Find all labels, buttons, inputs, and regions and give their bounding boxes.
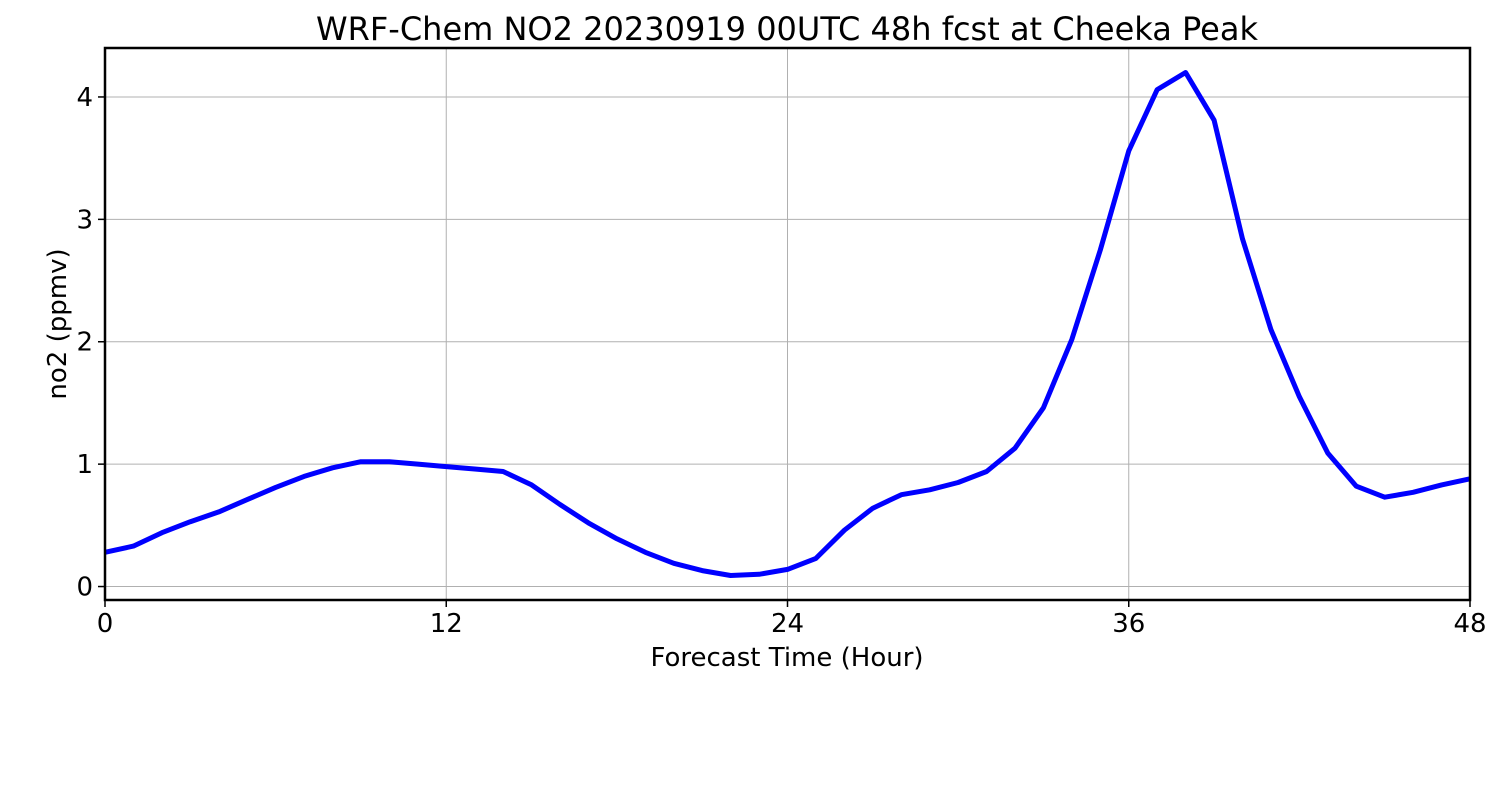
data-point: [1297, 394, 1302, 399]
data-point: [245, 497, 250, 502]
data-point: [1069, 337, 1074, 342]
data-point: [1411, 490, 1416, 495]
x-tick-label: 48: [1453, 609, 1486, 639]
series-line: [104, 70, 1471, 578]
data-point: [1354, 484, 1359, 489]
data-point: [529, 482, 534, 487]
data-point: [586, 520, 591, 525]
y-axis: 0 1 2 3 4: [76, 83, 105, 603]
data-point: [1212, 118, 1217, 123]
data-point: [870, 506, 875, 511]
data-point: [1325, 451, 1330, 456]
data-point: [1382, 495, 1387, 500]
data-point: [1041, 405, 1046, 410]
data-point: [956, 480, 961, 485]
data-point: [131, 544, 136, 549]
grid: [104, 48, 1471, 600]
data-point: [1126, 148, 1131, 153]
data-point: [1098, 248, 1103, 253]
data-point: [1268, 327, 1273, 332]
data-point: [216, 509, 221, 514]
data-point: [501, 469, 506, 474]
data-point: [785, 567, 790, 572]
data-point: [1155, 87, 1160, 92]
data-point: [728, 573, 733, 578]
y-axis-label: no2 (ppmv): [43, 248, 73, 399]
data-point: [842, 528, 847, 533]
data-point: [358, 459, 363, 464]
y-tick-label: 2: [76, 328, 93, 358]
y-tick-label: 3: [76, 205, 93, 235]
data-point: [700, 568, 705, 573]
x-tick-label: 12: [430, 609, 463, 639]
data-point: [1439, 482, 1444, 487]
data-point: [1183, 70, 1188, 75]
data-point: [899, 492, 904, 497]
data-point: [1013, 446, 1018, 451]
data-point: [188, 519, 193, 524]
x-tick-label: 24: [771, 609, 804, 639]
x-tick-label: 0: [97, 609, 114, 639]
chart-title: WRF-Chem NO2 20230919 00UTC 48h fcst at …: [316, 10, 1258, 48]
y-tick-label: 0: [76, 573, 93, 603]
y-tick-label: 1: [76, 450, 93, 480]
data-point: [330, 465, 335, 470]
y-tick-label: 4: [76, 83, 93, 113]
data-point: [984, 469, 989, 474]
x-axis: 0 12 24 36 48: [97, 600, 1487, 639]
x-tick-label: 36: [1112, 609, 1145, 639]
data-point: [444, 464, 449, 469]
data-point: [671, 561, 676, 566]
data-point: [757, 572, 762, 577]
data-point: [273, 485, 278, 490]
data-point: [558, 502, 563, 507]
data-point: [415, 462, 420, 467]
data-point: [1240, 236, 1245, 241]
data-point: [643, 550, 648, 555]
data-point: [813, 556, 818, 561]
x-axis-label: Forecast Time (Hour): [650, 643, 923, 673]
data-point: [927, 487, 932, 492]
series-layer: [104, 70, 1471, 578]
data-point: [159, 530, 164, 535]
data-point: [472, 467, 477, 472]
data-point: [387, 459, 392, 464]
data-point: [302, 474, 307, 479]
data-point: [614, 536, 619, 541]
